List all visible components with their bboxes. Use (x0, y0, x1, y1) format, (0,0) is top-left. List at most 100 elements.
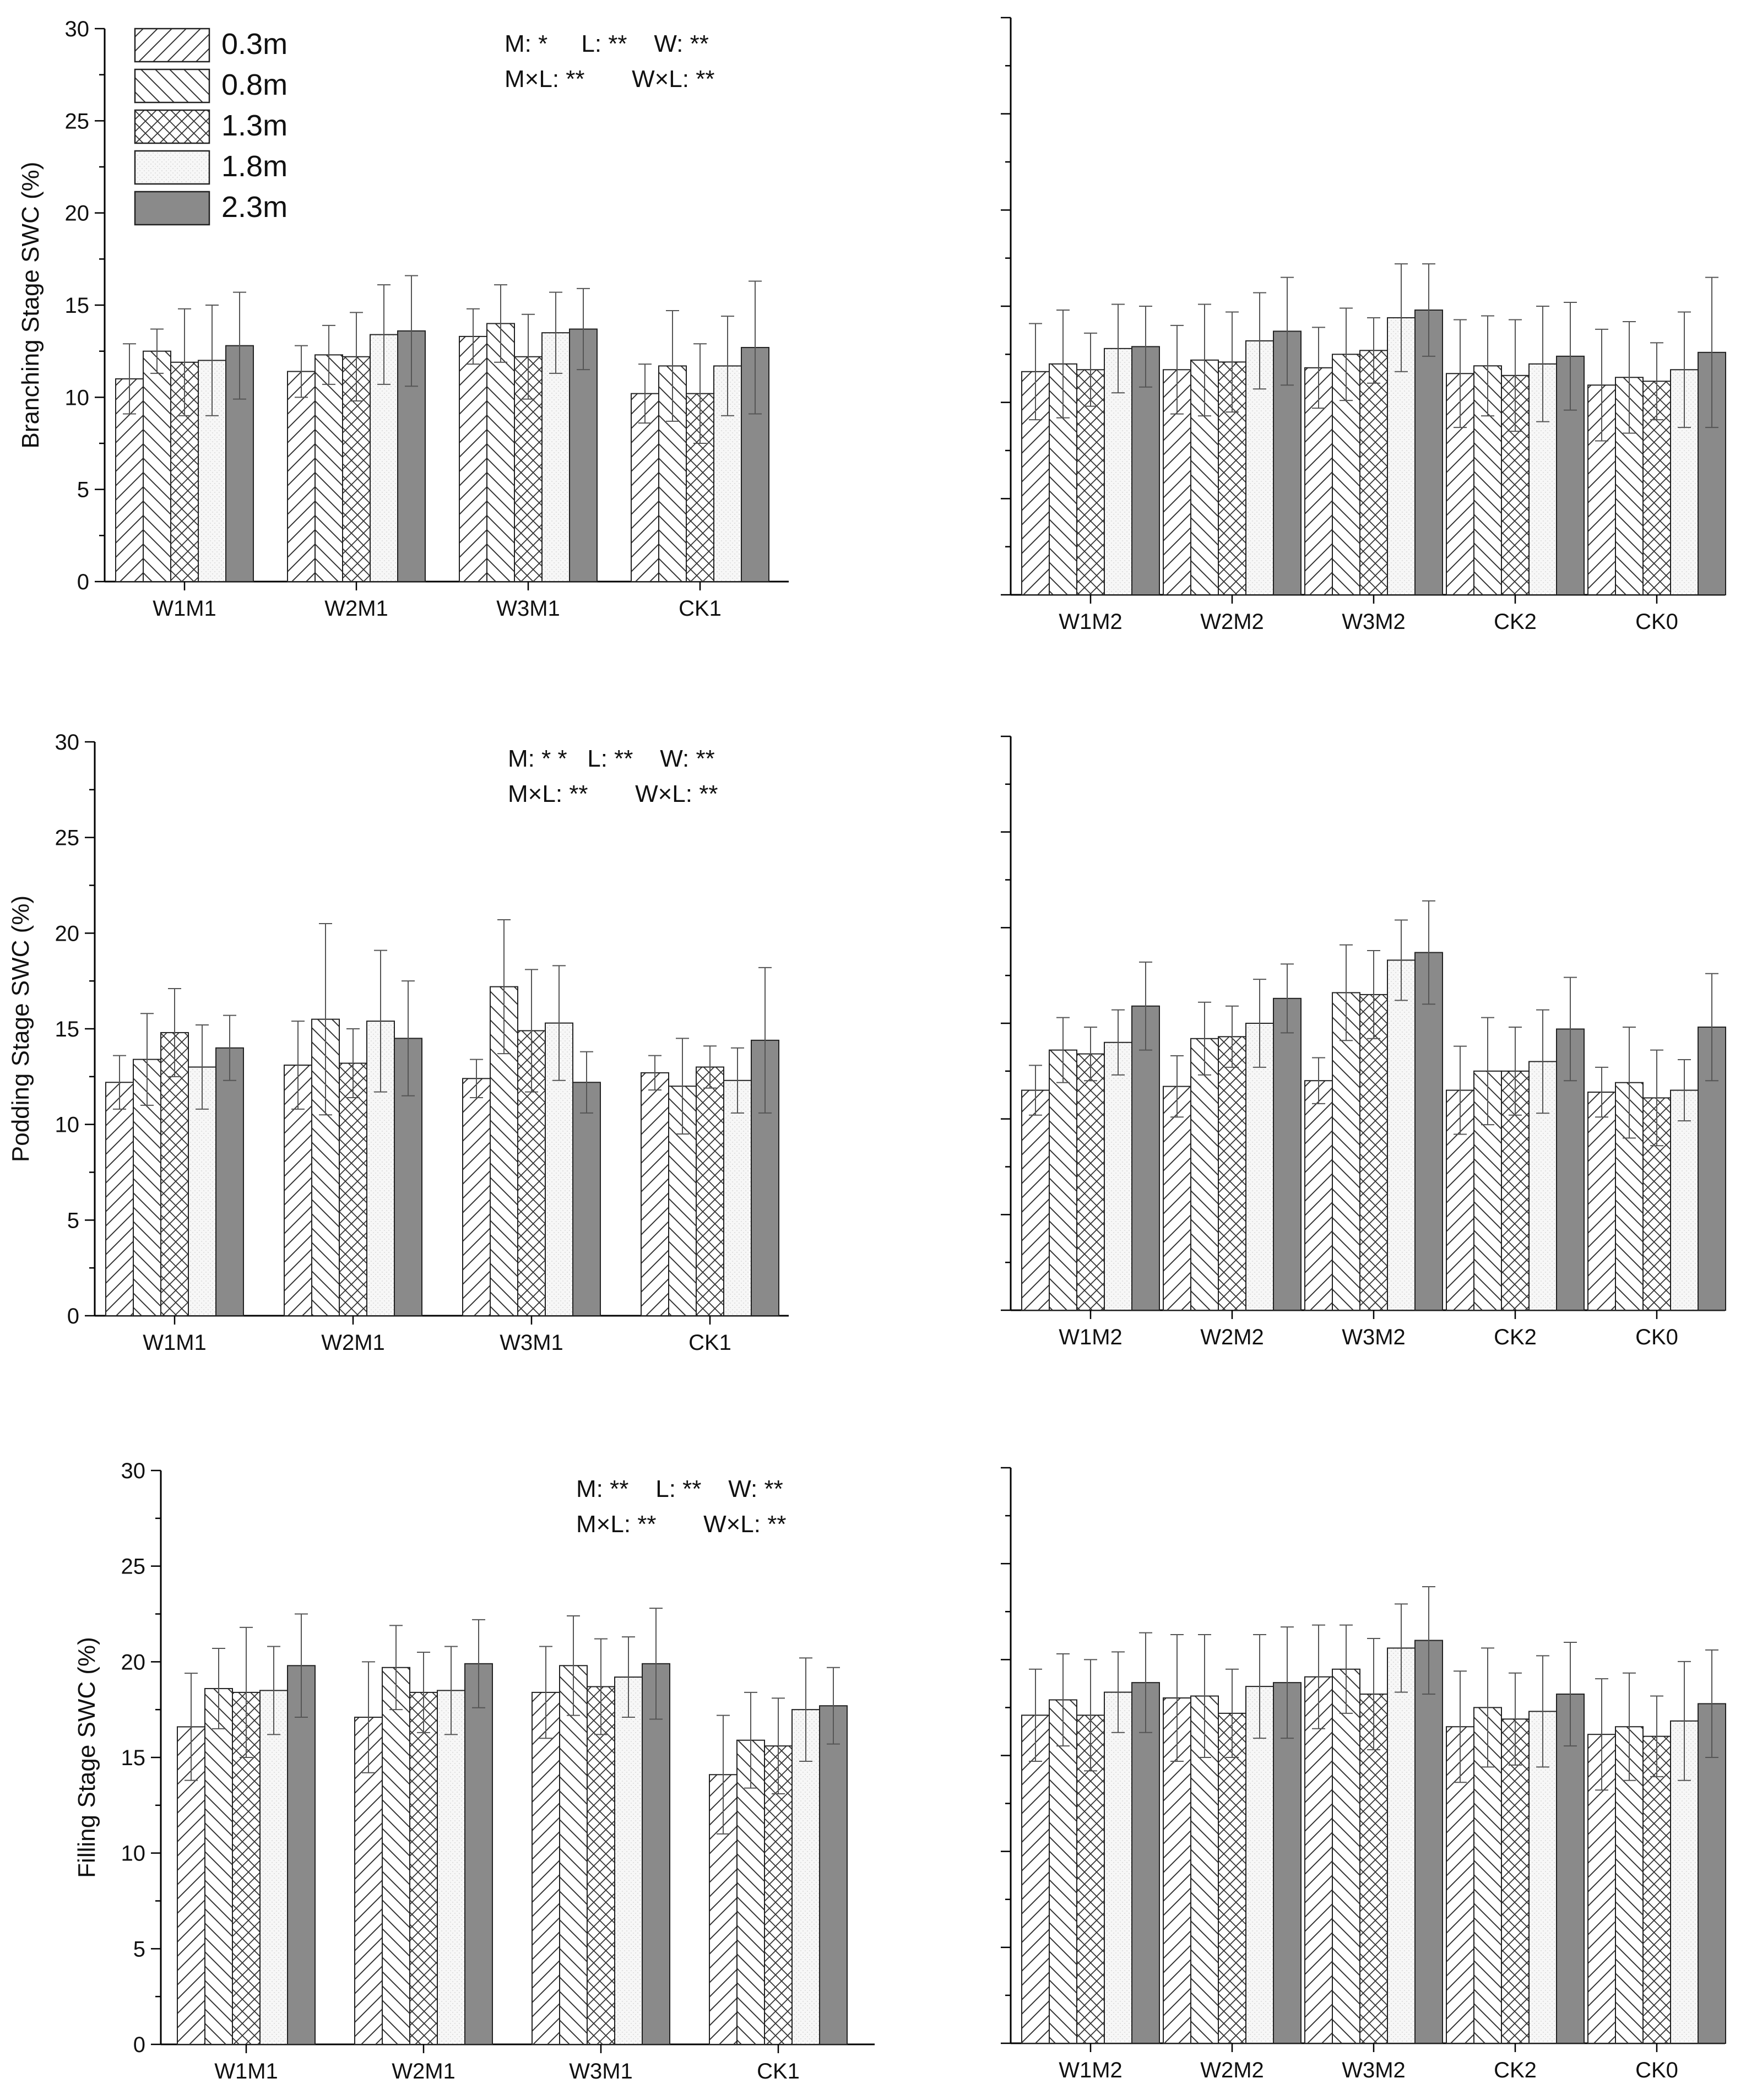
bar (1304, 1676, 1333, 2044)
significance-annotation: M: * L: ** W: ** (505, 30, 709, 57)
bar (1104, 1041, 1132, 1311)
bar (1556, 1694, 1585, 2044)
y-axis-title: Podding Stage SWC (%) (7, 896, 34, 1162)
y-tick-label: 15 (121, 1746, 146, 1770)
bar (1414, 1640, 1443, 2044)
significance-annotation: M×L: ** W×L: ** (576, 1511, 786, 1538)
x-tick-label: CK1 (688, 1331, 731, 1355)
bar (1218, 1036, 1246, 1311)
bar (1304, 1080, 1333, 1311)
x-tick-label: W1M1 (214, 2059, 278, 2083)
bar (1273, 997, 1302, 1311)
x-tick-label: CK1 (757, 2059, 800, 2083)
significance-annotation: M: ** L: ** W: ** (576, 1475, 783, 1502)
bar (1218, 1712, 1246, 2044)
bar (215, 1047, 244, 1316)
bar (1359, 350, 1388, 595)
bar (1163, 1086, 1191, 1311)
legend-label: 0.8m (221, 68, 288, 101)
legend-swatch (134, 109, 210, 144)
legend: 0.3m 0.8m 1.3m 1.8m 2.3m (134, 28, 288, 226)
y-tick-label: 30 (121, 1459, 146, 1483)
bar (559, 1665, 588, 2045)
y-tick-label: 30 (65, 17, 90, 41)
x-tick-label: W1M2 (1059, 2058, 1123, 2082)
y-tick-label: 10 (121, 1842, 146, 1866)
bar (1076, 1053, 1105, 1311)
bar (1245, 1686, 1274, 2044)
x-tick-label: W2M2 (1200, 1325, 1264, 1349)
x-tick-label: W1M2 (1059, 610, 1123, 634)
bar (1021, 1089, 1050, 1311)
bar (587, 1686, 615, 2045)
bar (1670, 1089, 1699, 1311)
y-tick-label: 10 (55, 1113, 80, 1137)
significance-annotation: M: * * L: ** W: ** (508, 745, 715, 772)
bar (462, 1078, 491, 1316)
x-tick-label: CK1 (679, 596, 722, 621)
y-tick-label: 10 (65, 386, 90, 410)
x-tick-label: W1M1 (143, 1331, 207, 1355)
significance-annotation: M×L: ** W×L: ** (508, 780, 718, 807)
x-tick-label: W2M2 (1200, 610, 1264, 634)
bar (1049, 1049, 1077, 1311)
bar (532, 1691, 560, 2045)
bar (1414, 952, 1443, 1311)
bar (572, 1082, 601, 1316)
bar (764, 1745, 793, 2045)
bar (1131, 1682, 1160, 2044)
bar (382, 1667, 410, 2045)
bar (1501, 1718, 1530, 2044)
bar (1021, 1714, 1050, 2044)
chart-filling-m1: 0 5 10 15 20 25 30 Filling Stage SWC (%) W1M1 W2M… (73, 1459, 875, 2083)
bar (736, 1739, 765, 2045)
y-tick-label: 0 (133, 2033, 145, 2057)
y-tick-label: 20 (55, 921, 80, 946)
y-tick-label: 30 (55, 730, 80, 755)
chart-podding-m2: W1M2 W2M2 W3M2 CK2 CK0 (1001, 735, 1726, 1349)
legend-swatch (134, 28, 210, 63)
bar (1414, 309, 1443, 595)
x-tick-label: CK0 (1635, 610, 1678, 634)
bar (1387, 1647, 1416, 2044)
bar (1049, 1699, 1077, 2044)
x-tick-label: CK0 (1635, 2058, 1678, 2082)
chart-branching-m2: W1M2 W2M2 W3M2 CK2 CK0 (1001, 17, 1726, 634)
x-tick-label: W3M1 (569, 2059, 633, 2083)
bar (1359, 994, 1388, 1311)
bar (1131, 1005, 1160, 1311)
bar (160, 1032, 189, 1316)
legend-label: 1.3m (221, 109, 288, 142)
x-tick-label: W2M2 (1200, 2058, 1264, 2082)
bar (642, 1663, 670, 2045)
bar (1104, 1691, 1132, 2044)
bar (459, 335, 487, 582)
x-tick-label: W1M1 (153, 596, 216, 621)
y-tick-label: 20 (65, 202, 90, 226)
y-tick-label: 20 (121, 1650, 146, 1674)
bar (614, 1676, 643, 2045)
y-tick-label: 5 (67, 1208, 79, 1233)
chart-filling-m2: W1M2 W2M2 W3M2 CK2 CK0 (1001, 1467, 1726, 2082)
bar (105, 1082, 134, 1316)
bar (696, 1066, 724, 1316)
legend-swatch (134, 191, 210, 226)
bar (1387, 959, 1416, 1311)
bar (1642, 1735, 1671, 2044)
x-tick-label: CK2 (1494, 1325, 1537, 1349)
bar (641, 1072, 669, 1317)
bar (1332, 992, 1360, 1311)
bar (1190, 1038, 1219, 1311)
bar (723, 1079, 752, 1317)
y-tick-label: 25 (121, 1555, 146, 1579)
x-tick-label: W3M1 (496, 596, 560, 621)
legend-label: 0.3m (221, 28, 288, 61)
bar (143, 350, 171, 583)
bar (569, 328, 598, 582)
x-tick-label: W2M1 (392, 2059, 456, 2083)
y-tick-label: 5 (133, 1937, 145, 1961)
x-tick-label: CK0 (1635, 1325, 1678, 1349)
y-tick-label: 5 (77, 478, 89, 502)
bar (464, 1663, 493, 2045)
